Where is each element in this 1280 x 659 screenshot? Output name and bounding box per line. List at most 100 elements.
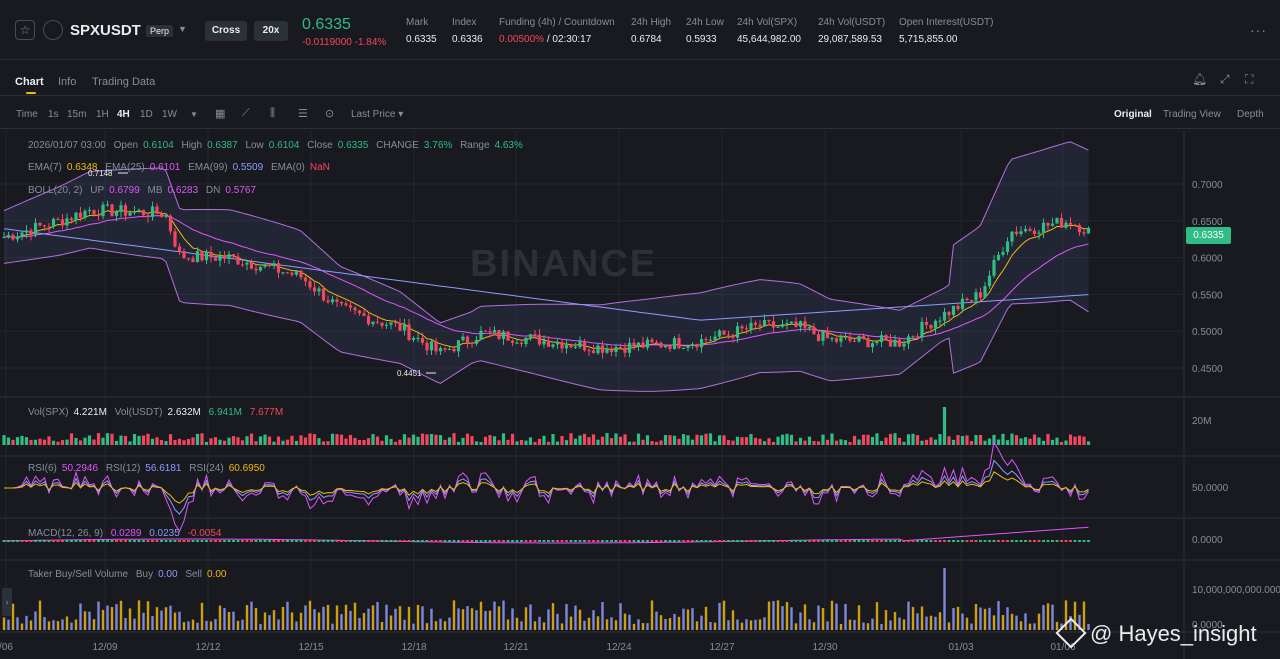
- taker-bars: [2, 568, 1090, 630]
- calendar-icon[interactable]: ▦: [215, 108, 226, 120]
- macd-hist-bar: [353, 540, 357, 542]
- macd-hist-bar: [538, 540, 541, 542]
- time-axis-label: /06: [0, 642, 13, 653]
- chevron-down-icon[interactable]: ▼: [190, 110, 198, 119]
- draw-icon[interactable]: ⊙: [325, 108, 335, 120]
- volume-bar: [258, 436, 263, 445]
- symbol-name[interactable]: SPXUSDT: [70, 22, 141, 39]
- taker-bar: [394, 608, 397, 630]
- volume-bar: [1041, 440, 1046, 445]
- volume-bar: [740, 437, 744, 445]
- macd-hist-bar: [542, 540, 546, 542]
- view-depth[interactable]: Depth: [1237, 109, 1264, 120]
- macd-dea-value: 0.0235: [149, 528, 180, 539]
- volume-bar: [672, 435, 677, 445]
- candle-body: [947, 311, 951, 316]
- taker-bar: [709, 622, 712, 630]
- timeframe-1w[interactable]: 1W: [162, 109, 177, 120]
- layout-icon[interactable]: ☰: [298, 108, 308, 120]
- macd-hist-bar: [1069, 540, 1072, 542]
- volume-bar: [308, 433, 312, 445]
- tab-trading-data[interactable]: Trading Data: [92, 76, 156, 88]
- macd-hist-bar: [704, 540, 708, 542]
- volume-bar: [1086, 441, 1091, 445]
- macd-hist-bar: [286, 540, 289, 542]
- time-axis-label: 12/18: [401, 642, 426, 653]
- leverage-button[interactable]: 20x: [254, 21, 288, 41]
- candle-body: [713, 336, 717, 340]
- indicator-icon[interactable]: ⟋: [242, 107, 250, 119]
- candle-body: [983, 286, 987, 298]
- candle-body: [911, 336, 915, 338]
- macd-hist-bar: [925, 540, 928, 542]
- time-axis-label: 01/06: [1050, 642, 1075, 653]
- timeframe-1d[interactable]: 1D: [140, 109, 153, 120]
- candle-body: [1059, 218, 1064, 228]
- candle-body: [690, 344, 695, 346]
- taker-bar: [898, 617, 901, 630]
- candle-body: [470, 342, 474, 344]
- candle-body: [339, 301, 344, 304]
- volume-bar: [632, 441, 636, 445]
- candle-body: [672, 337, 677, 350]
- macd-hist-bar: [29, 540, 33, 542]
- volume-bar: [389, 438, 393, 445]
- view-original[interactable]: Original: [1114, 109, 1152, 120]
- macd-hist-bar: [632, 540, 636, 542]
- volume-bar: [182, 440, 186, 445]
- candle-body: [870, 343, 875, 348]
- macd-hist-bar: [893, 540, 897, 542]
- star-icon[interactable]: ☆: [15, 20, 35, 40]
- volume-bar: [443, 439, 447, 445]
- macd-hist-bar: [331, 540, 334, 542]
- taker-bar: [448, 617, 451, 630]
- macd-hist-bar: [380, 540, 384, 542]
- tab-chart[interactable]: Chart: [15, 76, 44, 88]
- macd-hist-bar: [452, 540, 456, 542]
- candle-body: [636, 342, 641, 347]
- timeframe-1s[interactable]: 1s: [48, 109, 59, 120]
- taker-bar: [592, 610, 595, 630]
- candle-body: [510, 340, 515, 343]
- macd-hist-bar: [191, 540, 195, 542]
- macd-hist-bar: [497, 540, 501, 542]
- expand-icon[interactable]: ⤢: [1220, 72, 1230, 86]
- taker-bar: [655, 611, 658, 630]
- macd-hist-bar: [529, 540, 532, 542]
- chevron-down-icon[interactable]: ▼: [178, 24, 187, 34]
- macd-hist-bar: [839, 540, 843, 542]
- margin-mode-button[interactable]: Cross: [205, 21, 247, 41]
- timeframe-1h[interactable]: 1H: [96, 109, 109, 120]
- ema0-value: NaN: [309, 162, 330, 173]
- taker-bar: [169, 605, 172, 630]
- rsi24-value: 60.6950: [228, 463, 265, 474]
- volume-bar: [965, 435, 969, 445]
- macd-hist-bar: [682, 540, 685, 542]
- view-trading-view[interactable]: Trading View: [1163, 109, 1221, 120]
- timeframe-4h[interactable]: 4H: [117, 109, 130, 120]
- candle-body: [825, 330, 830, 339]
- timeframe-15m[interactable]: 15m: [67, 109, 87, 120]
- candle-body: [960, 298, 965, 310]
- candle-body: [218, 255, 222, 261]
- settings-icon[interactable]: ⛶: [1245, 72, 1254, 86]
- macd-hist-bar: [709, 540, 712, 542]
- tab-info[interactable]: Info: [58, 76, 77, 88]
- macd-hist-bar: [439, 540, 442, 542]
- price-source-select[interactable]: Last Price ▾: [351, 109, 404, 120]
- bell-icon[interactable]: 🔔︎: [1192, 72, 1208, 86]
- macd-hist-bar: [1051, 540, 1054, 542]
- more-icon[interactable]: ···: [1250, 22, 1267, 38]
- volume-bar: [848, 441, 852, 445]
- candle-type-icon[interactable]: ⫼: [270, 107, 276, 119]
- chevron-right-icon[interactable]: ›: [2, 588, 12, 616]
- volume-bar: [717, 435, 722, 445]
- volume-bar: [78, 440, 83, 445]
- taker-bar: [97, 601, 100, 630]
- volume-bar: [227, 437, 231, 445]
- macd-dif-value: 0.0289: [110, 528, 142, 539]
- macd-hist-bar: [889, 540, 892, 542]
- candle-body: [843, 336, 848, 338]
- candle-body: [348, 305, 353, 308]
